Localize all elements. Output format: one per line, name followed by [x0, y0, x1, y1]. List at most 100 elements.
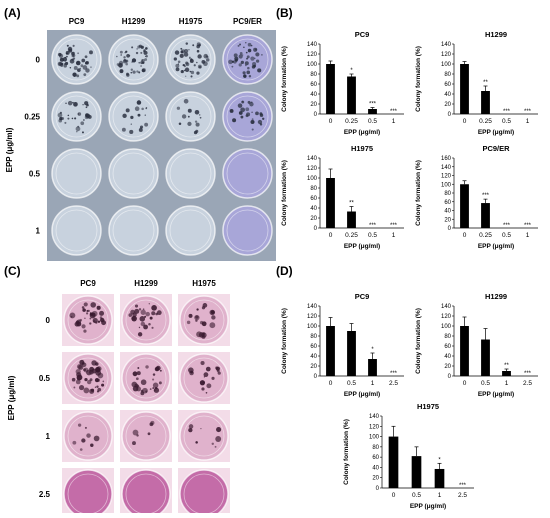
- colony: [244, 61, 249, 66]
- chart-title: H1299: [485, 292, 507, 301]
- dish-rim: [112, 209, 155, 252]
- colony: [251, 101, 253, 103]
- colony: [99, 310, 105, 316]
- dish: [50, 147, 103, 200]
- colony: [184, 49, 189, 54]
- x-tick-label: 0.25: [479, 232, 492, 239]
- colony: [71, 117, 74, 120]
- colony: [90, 302, 97, 308]
- x-tick-label: 1: [392, 118, 396, 125]
- x-axis-label: EPP (μg/ml): [478, 391, 514, 398]
- x-axis-label: EPP (μg/ml): [478, 129, 514, 136]
- dish: [62, 468, 114, 518]
- colony: [190, 75, 193, 78]
- dish-rim: [183, 299, 225, 341]
- colony: [94, 378, 100, 383]
- colony: [246, 112, 251, 117]
- x-tick-label: 0: [463, 118, 467, 125]
- colony: [131, 315, 137, 322]
- dish: [50, 33, 103, 86]
- significance-label: *: [438, 457, 441, 463]
- colony: [242, 71, 246, 75]
- colony: [211, 442, 214, 446]
- x-tick-label: 0: [463, 232, 467, 239]
- colony: [238, 63, 242, 67]
- colony: [83, 119, 85, 121]
- dish: [120, 468, 172, 518]
- colony: [151, 304, 157, 311]
- colony: [203, 61, 208, 67]
- dish-rim: [226, 38, 269, 81]
- colony: [80, 64, 84, 68]
- y-tick-label: 40: [310, 354, 317, 360]
- colony: [185, 75, 187, 77]
- colony: [190, 58, 193, 61]
- colony: [59, 111, 62, 114]
- significance-label: ***: [459, 483, 467, 489]
- colony: [87, 380, 92, 385]
- colony: [186, 320, 191, 325]
- colony: [143, 49, 146, 52]
- colony: [141, 59, 143, 62]
- x-tick-label: 2.5: [458, 492, 467, 499]
- column-header: PC9: [80, 279, 96, 288]
- colony: [148, 323, 151, 326]
- colony: [192, 44, 195, 47]
- colony: [243, 75, 247, 78]
- colony: [194, 314, 200, 321]
- y-tick-label: 40: [310, 206, 317, 212]
- colony: [93, 435, 100, 442]
- colony: [71, 377, 76, 382]
- colony: [176, 106, 181, 110]
- x-tick-label: 0.5: [368, 232, 377, 239]
- colony: [84, 55, 88, 59]
- y-tick-label: 80: [444, 334, 451, 340]
- colony: [132, 371, 138, 377]
- significance-label: ***: [390, 371, 398, 377]
- colony: [200, 428, 202, 430]
- colony: [187, 115, 190, 118]
- row-header: 0: [46, 316, 51, 325]
- colony: [134, 308, 140, 314]
- dish: [62, 352, 114, 404]
- y-axis-label: Colony formation (%): [343, 419, 350, 485]
- colony: [251, 128, 254, 131]
- bar: [326, 64, 335, 114]
- y-tick-label: 0: [314, 226, 318, 232]
- colony: [81, 306, 85, 309]
- colony: [72, 44, 75, 47]
- colony: [72, 72, 77, 77]
- dish-rim: [226, 152, 269, 195]
- column-header: H1299: [122, 17, 146, 26]
- y-tick-label: 100: [441, 324, 452, 330]
- y-tick-label: 140: [441, 165, 452, 171]
- colony: [140, 321, 146, 327]
- dish-rim: [169, 209, 212, 252]
- colony: [58, 118, 63, 123]
- colony: [240, 115, 244, 119]
- colony: [153, 387, 160, 393]
- colony: [140, 45, 144, 49]
- colony: [67, 114, 70, 117]
- y-tick-label: 40: [310, 92, 317, 98]
- colony: [136, 371, 141, 376]
- y-tick-label: 20: [372, 476, 379, 482]
- colony: [76, 74, 80, 78]
- panel-a-dish-grid: PC9 H1299 H1975 PC9/ER 0 0.25 0.5 1 EPP (μg/ml): [0, 0, 278, 262]
- row-header: 0.5: [39, 374, 51, 383]
- x-axis-label: EPP (μg/ml): [344, 243, 380, 250]
- bar: [460, 326, 469, 376]
- y-tick-label: 100: [441, 62, 452, 68]
- colony: [130, 115, 134, 120]
- y-tick-label: 120: [307, 166, 318, 172]
- colony: [89, 50, 93, 55]
- colony: [144, 315, 147, 318]
- colony: [130, 71, 133, 74]
- dish-rim: [226, 95, 269, 138]
- colony: [175, 67, 180, 72]
- colony: [140, 309, 146, 315]
- significance-label: ***: [369, 102, 377, 108]
- colony: [84, 317, 86, 319]
- colony: [138, 308, 142, 311]
- significance-label: **: [504, 363, 509, 369]
